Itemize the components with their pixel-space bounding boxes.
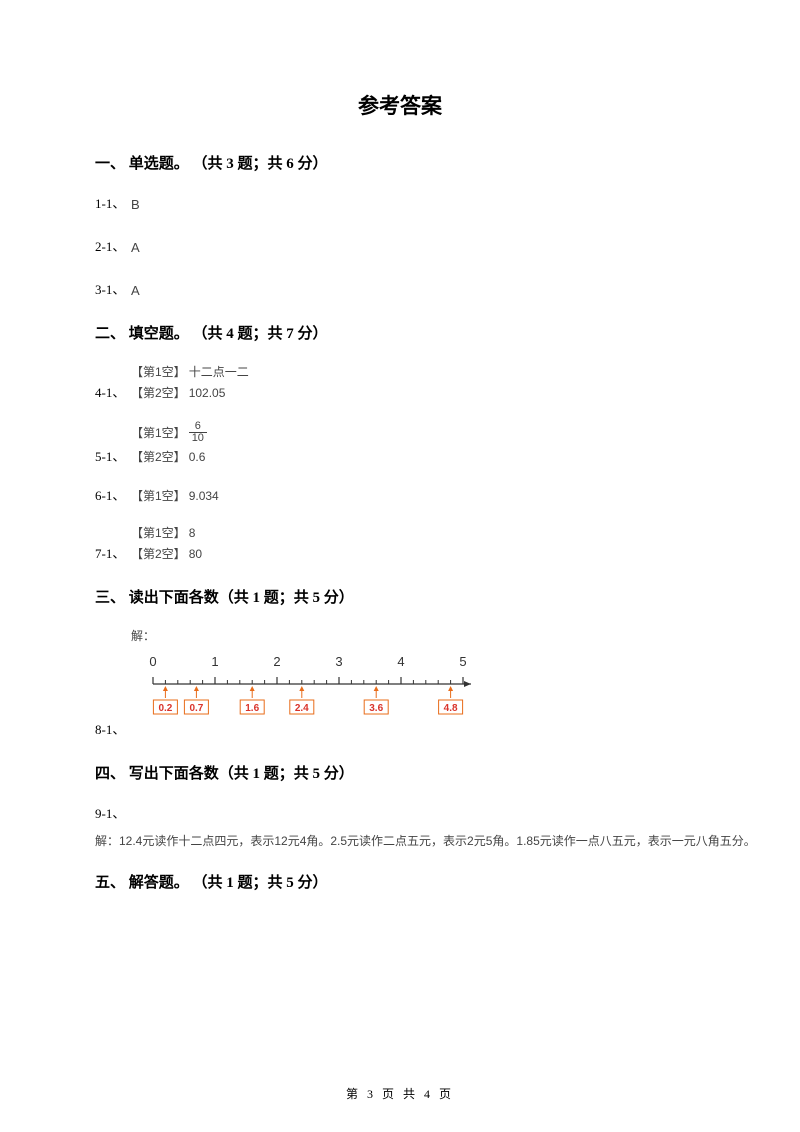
section-4-header: 四、 写出下面各数（共 1 题；共 5 分） xyxy=(95,762,705,783)
svg-text:0.2: 0.2 xyxy=(158,703,172,714)
answer-label: 7-1、 xyxy=(95,543,131,562)
answer-label: 9-1、 xyxy=(95,803,131,822)
answer-label: 3-1、 xyxy=(95,279,131,298)
answer-block: 【第1空】十二点一二 【第2空】102.05 xyxy=(131,363,249,401)
answer-label: 8-1、 xyxy=(95,719,131,738)
svg-text:1: 1 xyxy=(211,654,218,669)
answer-label: 1-1、 xyxy=(95,193,131,212)
svg-text:0.7: 0.7 xyxy=(189,703,203,714)
blank-2: 【第2空】80 xyxy=(131,545,202,562)
blank-2: 【第2空】0.6 xyxy=(131,448,207,465)
answer-value: B xyxy=(131,197,140,212)
section-1-header: 一、 单选题。 （共 3 题；共 6 分） xyxy=(95,152,705,173)
answer-value: A xyxy=(131,240,140,255)
svg-text:2.4: 2.4 xyxy=(295,703,309,714)
svg-text:5: 5 xyxy=(459,654,466,669)
section-3-header: 三、 读出下面各数（共 1 题；共 5 分） xyxy=(95,586,705,607)
blank-2: 【第2空】102.05 xyxy=(131,384,249,401)
solution-label: 解： xyxy=(131,627,473,644)
answer-label: 4-1、 xyxy=(95,382,131,401)
answer-block: 【第1空】 6 10 【第2空】0.6 xyxy=(131,421,207,465)
answer-block: 【第1空】8 【第2空】80 xyxy=(131,524,202,562)
fraction: 6 10 xyxy=(189,421,207,444)
answer-value: A xyxy=(131,283,140,298)
svg-text:3.6: 3.6 xyxy=(369,703,383,714)
blank-1: 【第1空】8 xyxy=(131,524,202,541)
blank-1: 【第1空】十二点一二 xyxy=(131,363,249,380)
svg-text:0: 0 xyxy=(149,654,156,669)
answer-7-1: 7-1、 【第1空】8 【第2空】80 xyxy=(95,524,705,562)
answer-label: 2-1、 xyxy=(95,236,131,255)
blank-1: 【第1空】9.034 xyxy=(131,487,219,504)
answer-9-1: 9-1、 xyxy=(95,803,705,822)
section-2-header: 二、 填空题。 （共 4 题；共 7 分） xyxy=(95,322,705,343)
answer-1-1: 1-1、 B xyxy=(95,193,705,212)
answer-4-1: 4-1、 【第1空】十二点一二 【第2空】102.05 xyxy=(95,363,705,401)
answer-label: 6-1、 xyxy=(95,485,131,504)
svg-text:2: 2 xyxy=(273,654,280,669)
answer-3-1: 3-1、 A xyxy=(95,279,705,298)
answer-label: 5-1、 xyxy=(95,446,131,465)
section-5-header: 五、 解答题。 （共 1 题；共 5 分） xyxy=(95,871,705,892)
answer-9-text: 解：12.4元读作十二点四元，表示12元4角。2.5元读作二点五元，表示2元5角… xyxy=(95,832,705,849)
svg-text:1.6: 1.6 xyxy=(245,703,259,714)
svg-text:4: 4 xyxy=(397,654,404,669)
svg-text:4.8: 4.8 xyxy=(444,703,458,714)
page-title: 参考答案 xyxy=(95,90,705,120)
answer-6-1: 6-1、 【第1空】9.034 xyxy=(95,485,705,504)
page-footer: 第 3 页 共 4 页 xyxy=(0,1085,800,1102)
number-line-diagram: 0 1 2 3 4 5 0.2 0.7 1.6 2.4 3.6 4.8 xyxy=(133,652,473,722)
answer-2-1: 2-1、 A xyxy=(95,236,705,255)
svg-text:3: 3 xyxy=(335,654,342,669)
blank-1: 【第1空】 6 10 xyxy=(131,421,207,444)
answer-5-1: 5-1、 【第1空】 6 10 【第2空】0.6 xyxy=(95,421,705,465)
numberline-answer: 解： 0 1 2 3 4 5 0.2 0.7 1.6 2.4 3.6 4.8 xyxy=(131,627,473,722)
answer-block: 【第1空】9.034 xyxy=(131,487,219,504)
answer-8-1: 8-1、 解： 0 1 2 3 4 5 0.2 0.7 1.6 2.4 3.6 4.8 xyxy=(95,627,705,738)
